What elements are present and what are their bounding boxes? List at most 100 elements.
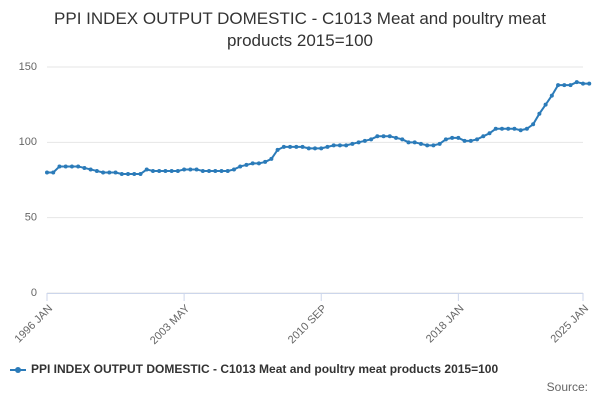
point (487, 131, 492, 136)
point (76, 164, 81, 169)
point (238, 164, 243, 169)
point (499, 126, 504, 131)
point (219, 168, 224, 173)
y-tick-label: 50 (25, 212, 37, 224)
point (144, 167, 149, 172)
point (294, 144, 299, 149)
point (543, 102, 548, 107)
point (194, 167, 199, 172)
y-tick-label: 100 (19, 136, 37, 148)
point (574, 80, 579, 85)
point (356, 140, 361, 145)
point (288, 144, 293, 149)
point (331, 143, 336, 148)
legend-marker (15, 367, 21, 373)
point (443, 137, 448, 142)
point (150, 168, 155, 173)
point (537, 111, 542, 116)
point (394, 135, 399, 140)
point (387, 134, 392, 139)
point (581, 81, 585, 86)
point (524, 126, 529, 131)
point (275, 147, 280, 152)
point (468, 138, 473, 143)
point (400, 137, 405, 142)
point (518, 128, 523, 133)
point (225, 168, 230, 173)
point (163, 168, 168, 173)
point (107, 170, 112, 175)
y-tick-label: 150 (19, 61, 37, 73)
point (113, 170, 118, 175)
point (306, 146, 311, 151)
point (568, 83, 573, 88)
point (587, 81, 592, 86)
point (119, 171, 124, 176)
x-tick-label: 2010 SEP (286, 303, 330, 347)
point (556, 83, 561, 88)
point (425, 143, 430, 148)
point (350, 141, 355, 146)
point (412, 140, 417, 145)
x-tick-label: 2018 JAN (424, 303, 467, 346)
point (188, 167, 193, 172)
legend-label: PPI INDEX OUTPUT DOMESTIC - C1013 Meat a… (31, 362, 498, 376)
point (88, 167, 93, 172)
point (132, 171, 137, 176)
point (406, 140, 411, 145)
x-tick-label: 2003 MAY (148, 302, 193, 347)
series-line (47, 81, 590, 175)
point (375, 134, 380, 139)
point (462, 138, 467, 143)
point (431, 143, 436, 148)
point (562, 83, 567, 88)
chart-title: PPI INDEX OUTPUT DOMESTIC - C1013 Meat a… (54, 9, 546, 50)
point (63, 164, 68, 169)
point (169, 168, 174, 173)
point (94, 168, 99, 173)
point (263, 159, 268, 164)
point (126, 171, 131, 176)
point (418, 141, 423, 146)
y-tick-label: 0 (31, 287, 37, 299)
x-tick-label: 1996 JAN (13, 303, 56, 346)
point (207, 168, 212, 173)
point (244, 162, 249, 167)
point (57, 164, 62, 169)
point (362, 138, 367, 143)
point (213, 168, 218, 173)
point (344, 143, 349, 148)
point (493, 126, 498, 131)
point (481, 134, 486, 139)
point (437, 141, 442, 146)
point (319, 146, 324, 151)
point (475, 137, 480, 142)
point (51, 170, 56, 175)
point (337, 143, 342, 148)
point (82, 165, 87, 170)
point (69, 164, 74, 169)
point (231, 167, 236, 172)
point (450, 135, 455, 140)
point (45, 170, 49, 175)
point (200, 168, 205, 173)
point (175, 168, 180, 173)
point (313, 146, 317, 151)
point (101, 170, 106, 175)
point (281, 144, 286, 149)
x-tick-label: 2025 JAN (549, 303, 592, 346)
point (369, 137, 374, 142)
point (269, 156, 274, 161)
point (531, 122, 536, 127)
point (325, 144, 330, 149)
point (381, 134, 386, 139)
point (456, 135, 461, 140)
point (256, 161, 261, 166)
point (138, 171, 143, 176)
point (157, 168, 162, 173)
source: Source: (547, 380, 588, 394)
point (300, 144, 305, 149)
point (250, 161, 255, 166)
